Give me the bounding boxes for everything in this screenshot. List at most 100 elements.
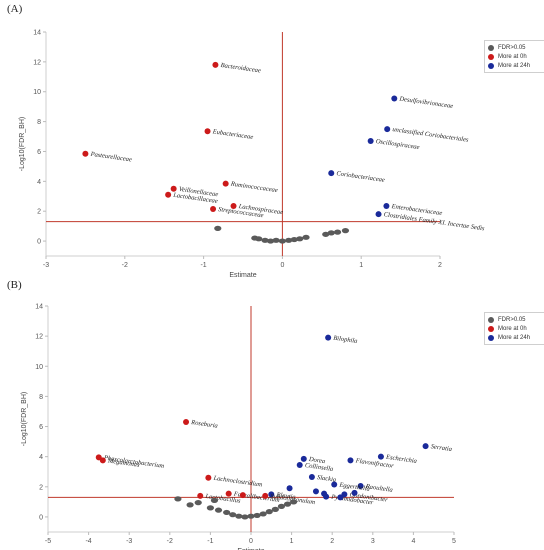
x-tick-label: -3 [126,538,132,545]
point-label: Desulfovibrionaceae [398,95,454,110]
point-24h [377,453,384,460]
x-tick-label: 5 [452,538,456,545]
point-label: Lachnoclostridium [212,475,263,489]
point-label: Dorea [308,456,326,465]
legend-label: More at 24h [498,334,531,341]
point-label: Roseburia [190,419,218,430]
point-label: Megamonas [107,457,141,469]
legend-item-ns: FDR>0.05 [488,315,544,324]
legend-item-24h: More at 24h [488,61,544,70]
ns-point [235,513,243,519]
ns-point [272,237,280,243]
ns-point [255,236,263,242]
x-tick-label: 4 [411,538,415,545]
volcano-plot-b: -5-4-3-2-101234502468101214Estimate-Log1… [21,304,456,550]
point-label: Bilophila [333,335,358,345]
y-tick-label: 2 [39,484,43,491]
point-label: Coriobacteriaceae [336,170,385,184]
ns-point [277,503,286,509]
ns-point [290,236,298,243]
panel-a: (A) -3 -2 -1 0 1 2 0 2 4 6 8 10 12 14 Estimate -Log10(F… [0,0,544,279]
x-tick-label: 1 [359,262,363,269]
point-0h [99,457,106,464]
ns-point [302,234,310,240]
legend-swatch-24h [488,334,494,341]
x-tick-label: 0 [249,538,253,545]
y-tick-label: 10 [35,364,43,371]
ns-point [214,507,223,513]
point-24h [337,494,344,501]
point-label: Escherichia [385,454,418,465]
ns-point [341,228,350,234]
ns-point [186,502,194,508]
ns-point [271,506,279,512]
y-tick-label: 14 [33,30,41,37]
point-24h [286,485,293,492]
ns-point [333,229,342,235]
point-24h [383,202,390,209]
point-0h [183,419,190,426]
point-24h [300,455,307,462]
point-label: Oscillospiraceae [375,138,420,151]
point-24h [422,443,429,450]
ns-point [265,509,273,515]
point-label: Collinsella [304,462,333,473]
point-label: Raoultella [364,483,393,494]
point-24h [268,491,275,498]
y-axis-title: -Log10(FDR_BH) [21,392,28,446]
point-24h [308,474,315,481]
x-tick-label: 2 [330,538,334,545]
y-tick-label: 14 [35,304,43,311]
y-tick-label: 8 [39,394,43,401]
ns-point [283,501,292,507]
point-0h [239,492,246,499]
point-label: Slackia [317,474,337,484]
y-tick-label: 6 [39,424,43,431]
point-0h [230,202,237,209]
y-tick-label: 0 [37,239,41,246]
x-tick-label: 2 [438,262,442,269]
point-24h [347,457,354,464]
point-label: Eubacteriaceae [211,128,253,141]
ns-point [223,509,231,516]
ns-point [296,236,304,242]
legend-label: FDR>0.05 [498,44,526,51]
point-0h [210,205,217,212]
point-24h [312,488,319,495]
point-0h [205,474,212,481]
point-label: Serratia [430,443,452,453]
ns-point [214,225,222,231]
ns-point [247,513,255,519]
legend-item-24h: More at 24h [488,333,544,342]
point-0h [212,61,219,68]
x-tick-label: -1 [200,262,206,269]
point-label: Bacteroidaceae [220,62,261,75]
y-tick-label: 10 [33,89,41,96]
x-tick-label: -5 [45,538,51,545]
ns-point [322,231,330,237]
point-label: Eggerthella [338,481,370,492]
y-tick-label: 0 [39,514,43,521]
legend-swatch-0h [488,325,494,332]
legend-label: More at 0h [498,325,527,332]
point-0h [225,490,232,497]
ns-point [241,514,249,520]
point-0h [165,191,172,198]
panel-label: (B) [7,279,22,291]
legend-label: More at 0h [498,53,527,60]
point-24h [331,481,338,488]
x-tick-label: -3 [43,262,49,269]
ns-point [259,511,267,517]
point-label: Blautia [276,491,296,501]
point-0h [204,128,211,135]
point-24h [323,493,330,500]
x-tick-label: 0 [280,262,284,269]
x-axis-title: Estimate [237,548,264,550]
x-tick-label: -4 [85,538,91,545]
point-24h [375,211,382,218]
legend-item-0h: More at 0h [488,324,544,333]
panel-label: (A) [7,3,23,15]
ns-point [174,496,182,502]
point-label: Pasteurellaceae [89,151,132,164]
x-tick-label: -2 [122,262,128,269]
